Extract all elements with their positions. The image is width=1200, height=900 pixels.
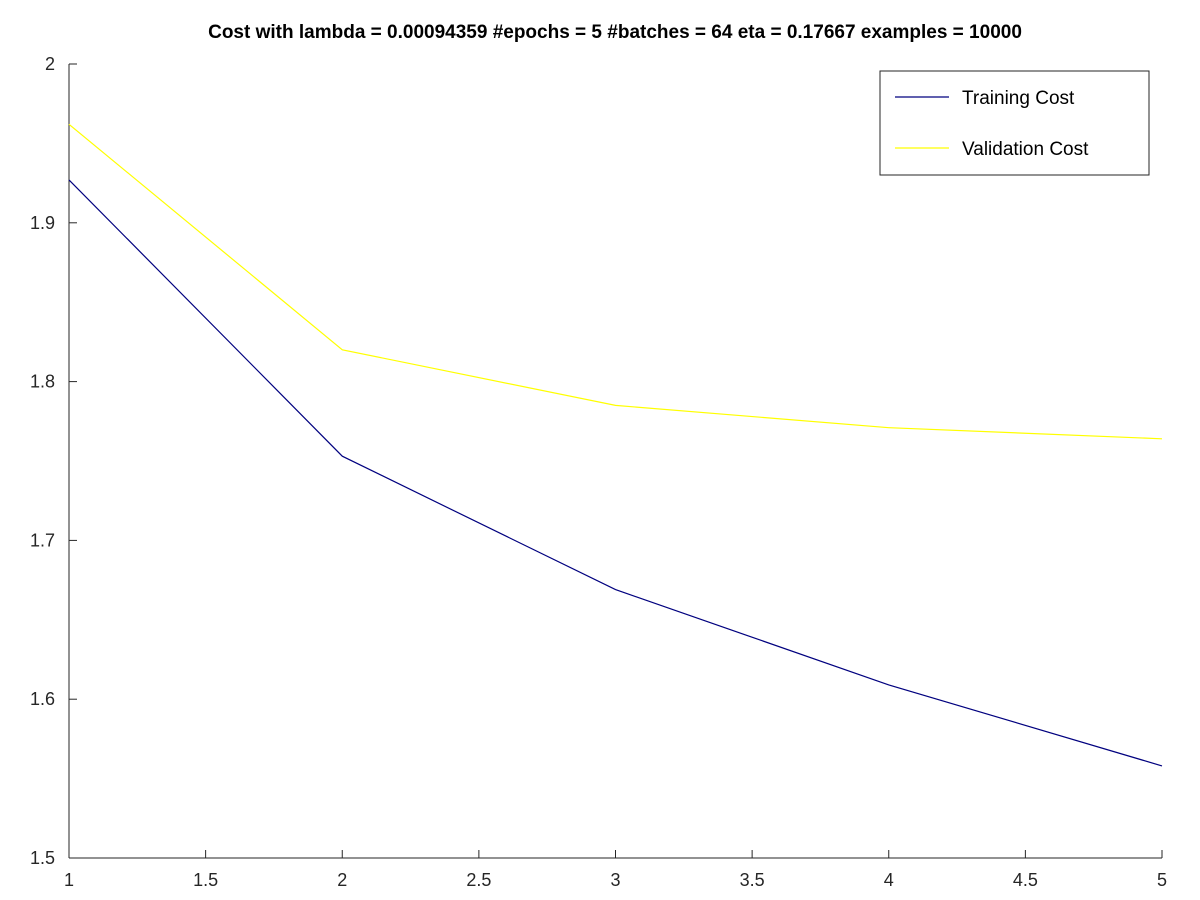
x-tick-label: 4.5 [1013, 870, 1038, 890]
legend-label: Training Cost [962, 88, 1075, 109]
series-layer [68, 123, 1163, 767]
y-tick-label: 1.7 [30, 530, 55, 550]
y-tick-label: 1.8 [30, 372, 55, 392]
y-tick-label: 1.5 [30, 848, 55, 868]
y-tick-label: 2 [45, 54, 55, 74]
x-tick-label: 1 [64, 870, 74, 890]
y-tick-label: 1.9 [30, 213, 55, 233]
x-tick-label: 3.5 [740, 870, 765, 890]
x-tick-label: 3 [610, 870, 620, 890]
legend: Training Cost Validation Cost [879, 70, 1150, 176]
x-tick-label: 2.5 [466, 870, 491, 890]
x-tick-label: 4 [884, 870, 894, 890]
series-line-training-cost [68, 179, 1163, 767]
axes: 1 1.5 2 2.5 3 3.5 4 4.5 5 1.5 1.6 1.7 1.8 1.9 2 [30, 54, 1167, 890]
x-tick-label: 1.5 [193, 870, 218, 890]
chart-title: Cost with lambda = 0.00094359 #epochs = … [208, 22, 1022, 43]
x-tick-label: 2 [337, 870, 347, 890]
y-tick-label: 1.6 [30, 689, 55, 709]
series-line-validation-cost [68, 123, 1163, 440]
x-tick-label: 5 [1157, 870, 1167, 890]
legend-label: Validation Cost [962, 139, 1089, 160]
legend-box [879, 70, 1150, 176]
